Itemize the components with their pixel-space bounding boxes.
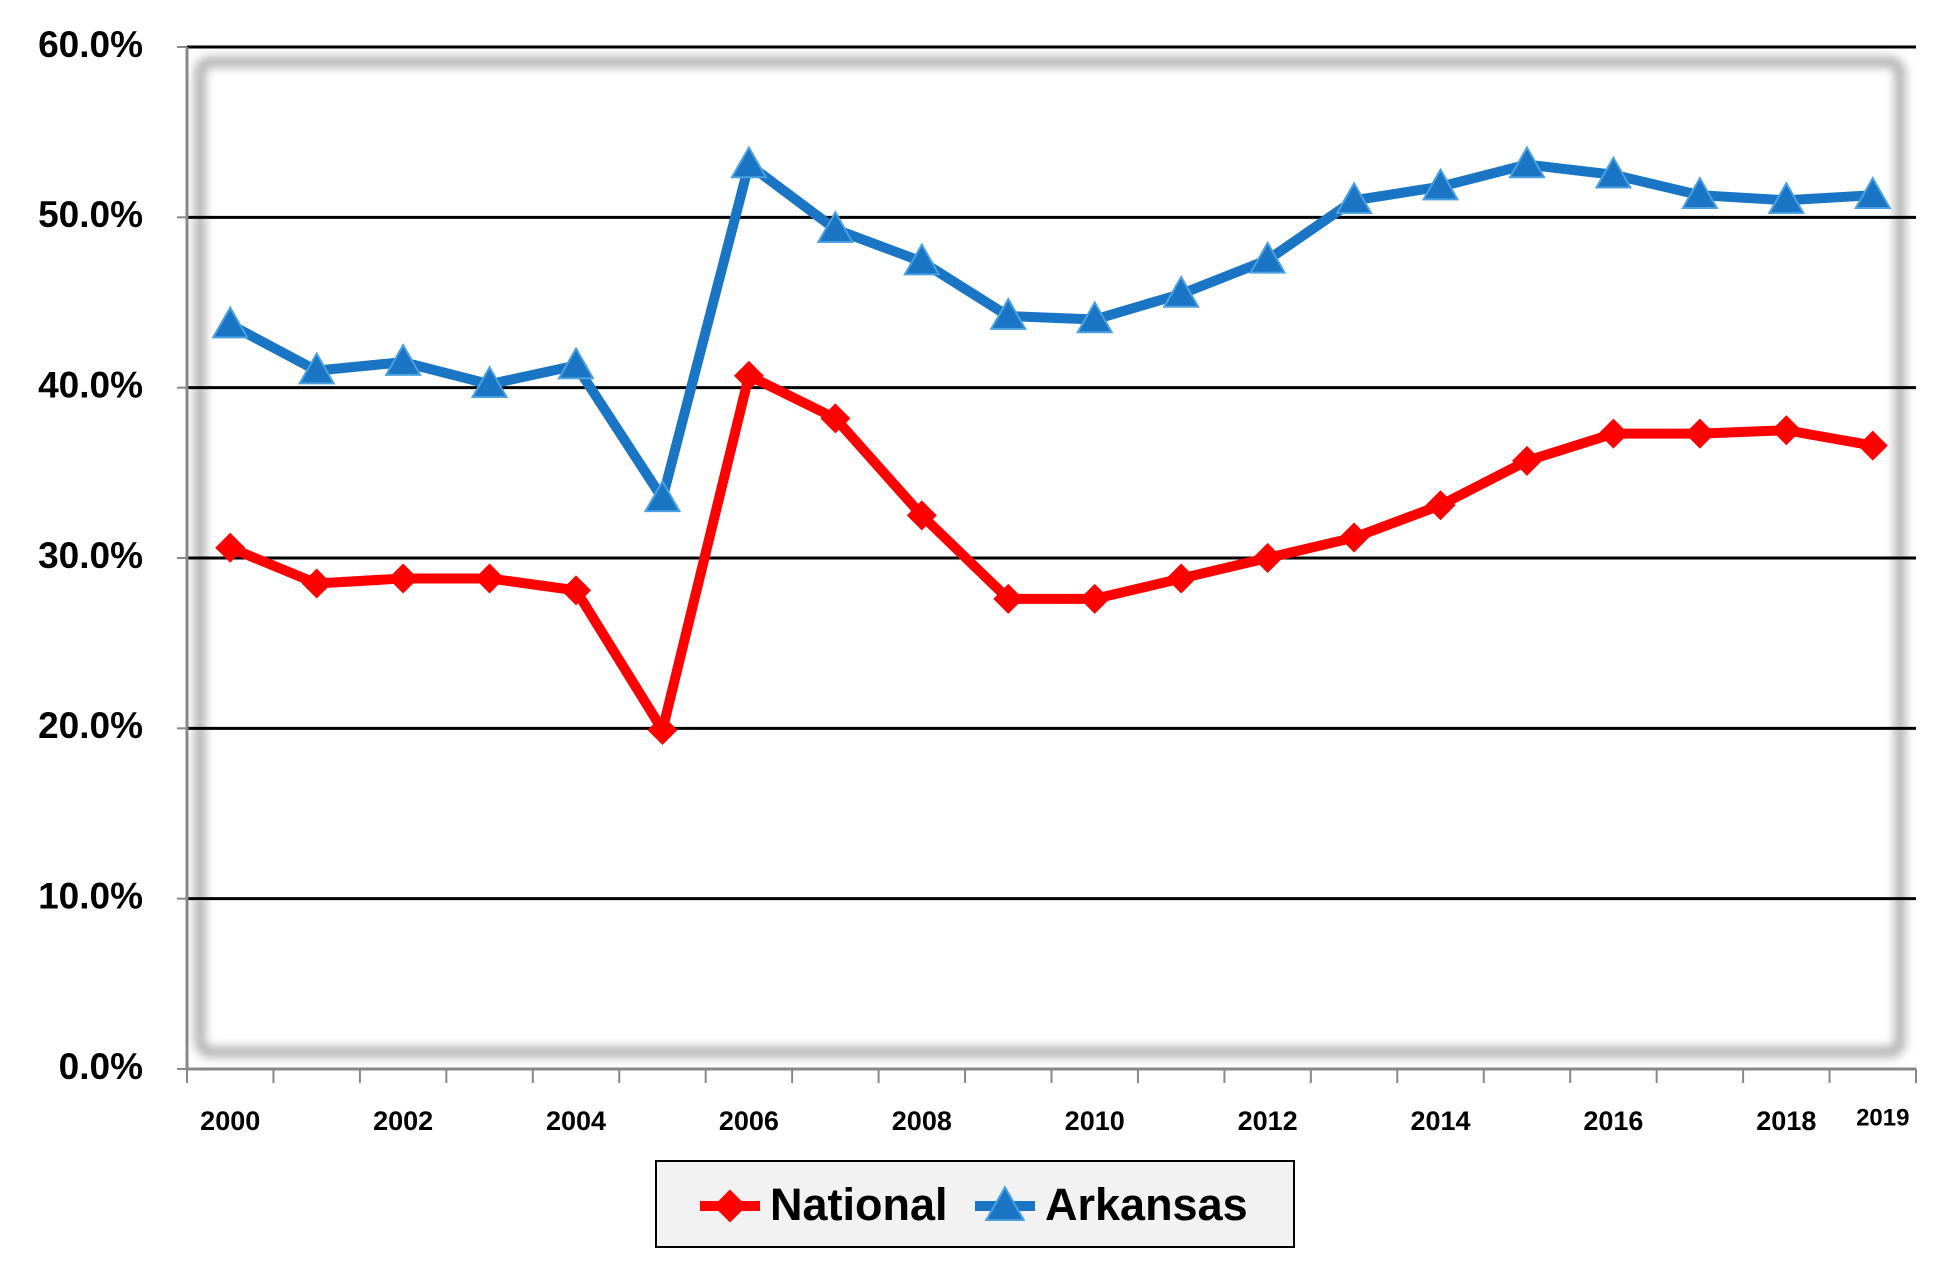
marker	[297, 351, 336, 385]
marker	[993, 583, 1024, 614]
marker	[1854, 176, 1892, 209]
marker	[733, 360, 764, 391]
marker	[388, 563, 419, 594]
marker	[1166, 563, 1197, 594]
line-series	[227, 159, 1874, 504]
marker	[643, 479, 682, 513]
marker	[557, 346, 595, 380]
x-tick-label: 2014	[1410, 1106, 1470, 1136]
marker	[1162, 274, 1200, 308]
y-tick-label: 20.0%	[38, 705, 143, 746]
marker	[1508, 145, 1546, 179]
x-tick-label: 2012	[1238, 1106, 1298, 1136]
y-tick-label: 0.0%	[59, 1046, 143, 1087]
marker	[1335, 181, 1373, 215]
marker	[989, 297, 1027, 330]
y-tick-label: 50.0%	[38, 194, 143, 235]
marker	[1252, 543, 1283, 573]
line-series	[228, 370, 1874, 736]
marker	[1421, 167, 1460, 201]
marker	[215, 532, 246, 563]
marker	[301, 568, 332, 599]
marker	[1598, 418, 1629, 449]
marker	[816, 210, 855, 244]
marker	[1079, 583, 1110, 614]
marker	[1594, 155, 1633, 189]
marker	[1857, 430, 1888, 461]
marker	[1771, 415, 1802, 446]
marker	[1767, 181, 1806, 215]
marker	[211, 305, 249, 339]
marker	[906, 500, 937, 531]
marker	[713, 1189, 747, 1223]
x-tick-label: 2019	[1856, 1104, 1909, 1131]
x-tick-label: 2000	[200, 1106, 260, 1136]
marker	[1076, 300, 1114, 334]
legend-label: Arkansas	[1045, 1179, 1248, 1230]
x-tick-label: 2002	[373, 1106, 433, 1136]
y-tick-label: 30.0%	[38, 535, 143, 576]
marker	[1339, 522, 1370, 553]
legend-label: National	[770, 1179, 948, 1230]
y-tick-label: 10.0%	[38, 875, 143, 916]
marker	[903, 242, 941, 276]
marker	[647, 715, 678, 746]
marker	[1248, 240, 1287, 274]
x-tick-label: 2008	[892, 1106, 952, 1136]
x-tick-label: 2006	[719, 1106, 779, 1136]
marker	[470, 365, 509, 399]
x-tick-label: 2010	[1065, 1106, 1125, 1136]
x-tick-label: 2016	[1583, 1106, 1643, 1136]
marker	[384, 343, 422, 376]
marker	[474, 563, 505, 594]
marker	[730, 145, 768, 179]
marker	[984, 1185, 1026, 1222]
y-tick-label: 40.0%	[38, 364, 143, 405]
marker	[1511, 445, 1542, 476]
y-tick-label: 60.0%	[38, 24, 143, 65]
marker	[820, 403, 851, 434]
x-tick-label: 2018	[1756, 1106, 1816, 1136]
marker	[561, 575, 592, 606]
marker	[1684, 418, 1715, 449]
x-tick-label: 2004	[546, 1106, 606, 1136]
marker	[1425, 490, 1456, 521]
marker	[1681, 176, 1719, 209]
